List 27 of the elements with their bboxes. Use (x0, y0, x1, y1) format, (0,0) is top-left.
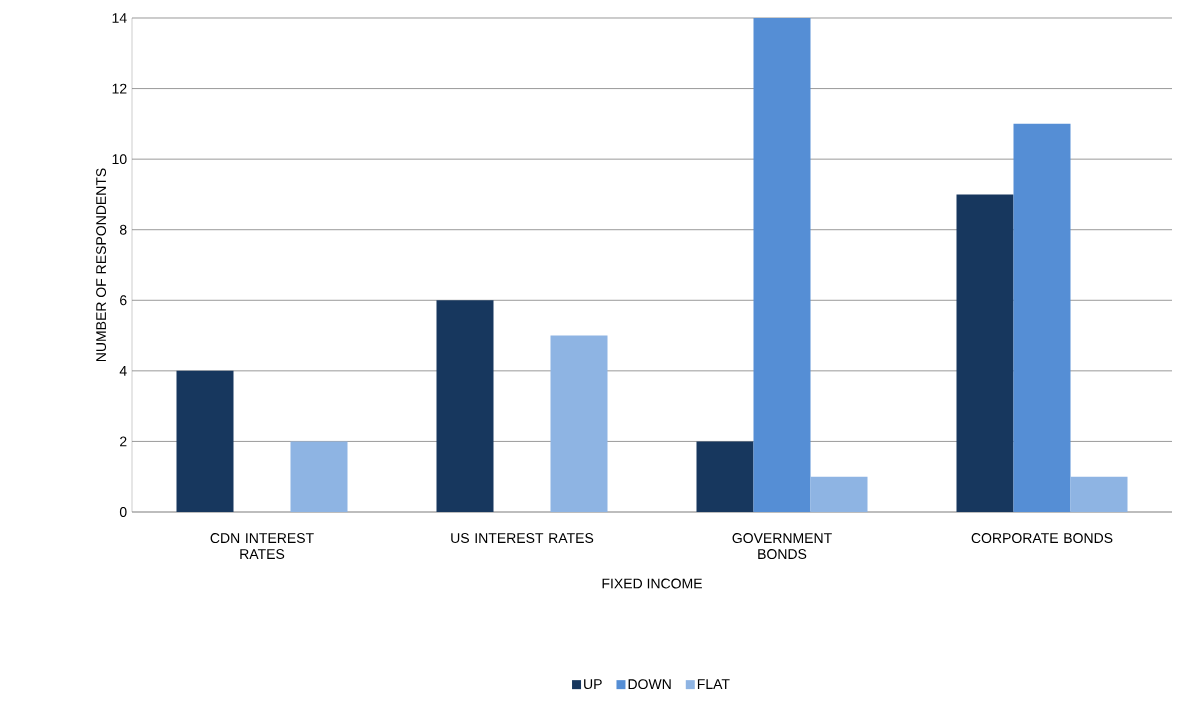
y-tick-label: 6 (120, 295, 127, 306)
bar (753, 18, 811, 512)
bar (290, 441, 348, 512)
bar (436, 300, 494, 512)
bar (810, 476, 868, 512)
y-tick-label: 12 (112, 83, 127, 94)
bar (696, 441, 754, 512)
y-tick-label: 0 (119, 507, 127, 517)
y-tick-label: 10 (112, 154, 127, 165)
legend-label: FLAT (697, 679, 730, 689)
legend-label: UP (584, 679, 602, 690)
bar (550, 335, 608, 512)
bar (176, 370, 234, 512)
legend-label: DOWN (628, 679, 671, 690)
bar (1070, 476, 1128, 512)
bar (1013, 123, 1071, 512)
x-tick-label: CORPORATE BONDS (971, 533, 1113, 544)
x-tick-label: US INTEREST RATES (451, 533, 594, 544)
x-axis-title: FIXED INCOME (602, 578, 702, 589)
y-tick-label: 4 (119, 366, 127, 376)
y-tick-label: 8 (119, 224, 127, 235)
y-tick-label: 2 (120, 436, 127, 447)
x-tick-label: GOVERNMENT BONDS (732, 533, 832, 560)
bar (956, 194, 1014, 512)
x-tick-label: CDN INTEREST RATES (210, 533, 314, 560)
y-axis-title: NUMBER OF RESPONDENTS (96, 168, 107, 362)
y-tick-label: 14 (112, 13, 127, 23)
